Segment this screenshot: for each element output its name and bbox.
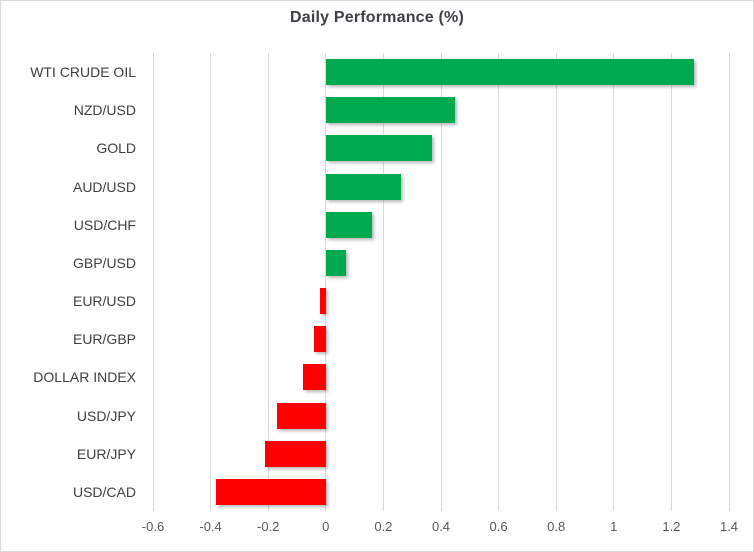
category-label: WTI CRUDE OIL [30, 64, 136, 81]
category-label: NZD/USD [73, 102, 136, 119]
x-tick-label: 0.6 [489, 519, 508, 534]
bar-aud-usd [325, 173, 401, 200]
x-tick-label: 0.2 [374, 519, 393, 534]
gridline [555, 53, 557, 511]
category-label: USD/CHF [73, 216, 136, 233]
category-label: EUR/JPY [76, 445, 136, 462]
bar-dollar-index [302, 364, 326, 391]
bar-usd-chf [325, 211, 372, 238]
gridline [152, 53, 154, 511]
x-tick-label: 0 [322, 519, 330, 534]
gridline [325, 53, 327, 511]
gridline [670, 53, 672, 511]
plot-area [152, 53, 730, 511]
x-tick-label: 1 [610, 519, 618, 534]
category-label: EUR/GBP [72, 331, 136, 348]
gridline [440, 53, 442, 511]
bar-nzd-usd [325, 97, 456, 124]
gridline [498, 53, 500, 511]
category-label: USD/JPY [76, 407, 136, 424]
x-tick-label: 1.2 [662, 519, 681, 534]
x-tick-label: -0.2 [256, 519, 280, 534]
gridline [613, 53, 615, 511]
x-tick-label: 0.8 [547, 519, 566, 534]
x-tick-label: 1.4 [719, 519, 739, 534]
x-tick-label: -0.6 [141, 519, 165, 534]
bar-eur-gbp [314, 326, 326, 353]
y-axis-category-labels: WTI CRUDE OIL NZD/USD GOLD AUD/USD USD/CHF GB… [1, 53, 136, 511]
chart-title: Daily Performance (%) [289, 9, 465, 26]
bar-eur-jpy [265, 440, 326, 467]
bar-wti-crude-oil [325, 59, 695, 86]
x-tick-label: -0.4 [199, 519, 222, 534]
gridline [210, 53, 212, 511]
category-label: GBP/USD [72, 254, 136, 271]
x-axis-tick-labels: -0.6 -0.4 -0.2 0 0.2 0.4 0.6 0.8 1 1.2 1.4 [1, 519, 753, 539]
bar-eur-usd [320, 288, 326, 315]
category-label: USD/CAD [72, 483, 136, 500]
gridline [267, 53, 269, 511]
bar-usd-jpy [276, 402, 326, 429]
bar-usd-cad [216, 478, 326, 505]
bar-gbp-usd [325, 249, 346, 276]
category-label: GOLD [96, 140, 136, 157]
category-label: EUR/USD [72, 293, 136, 310]
x-tick-label: 0.4 [431, 519, 451, 534]
category-label: DOLLAR INDEX [33, 369, 136, 386]
gridline [382, 53, 384, 511]
gridline [728, 53, 730, 511]
category-label: AUD/USD [72, 178, 136, 195]
bar-gold [325, 135, 433, 162]
